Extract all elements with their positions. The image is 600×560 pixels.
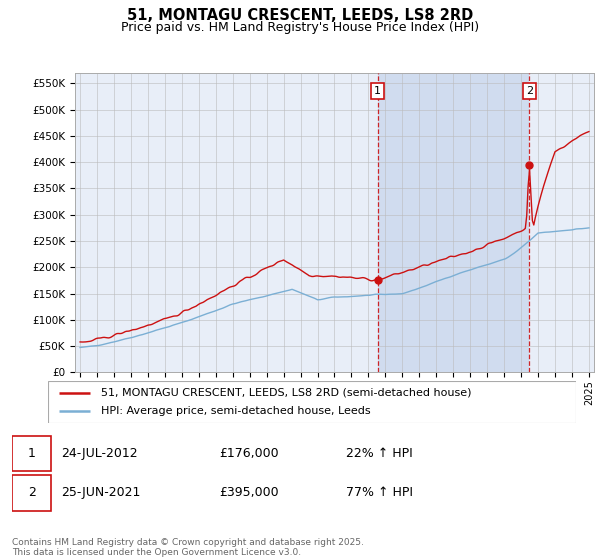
Text: 25-JUN-2021: 25-JUN-2021: [61, 487, 140, 500]
FancyBboxPatch shape: [12, 436, 51, 472]
Text: 2: 2: [28, 487, 35, 500]
Text: 1: 1: [374, 86, 381, 96]
Text: 51, MONTAGU CRESCENT, LEEDS, LS8 2RD: 51, MONTAGU CRESCENT, LEEDS, LS8 2RD: [127, 8, 473, 24]
Text: 51, MONTAGU CRESCENT, LEEDS, LS8 2RD (semi-detached house): 51, MONTAGU CRESCENT, LEEDS, LS8 2RD (se…: [101, 388, 472, 398]
Text: Contains HM Land Registry data © Crown copyright and database right 2025.
This d: Contains HM Land Registry data © Crown c…: [12, 538, 364, 557]
FancyBboxPatch shape: [12, 475, 51, 511]
Text: 22% ↑ HPI: 22% ↑ HPI: [346, 447, 413, 460]
Text: £395,000: £395,000: [220, 487, 279, 500]
Bar: [378, 73, 529, 372]
Text: £176,000: £176,000: [220, 447, 279, 460]
FancyBboxPatch shape: [48, 381, 576, 423]
Text: 77% ↑ HPI: 77% ↑ HPI: [346, 487, 413, 500]
Text: Price paid vs. HM Land Registry's House Price Index (HPI): Price paid vs. HM Land Registry's House …: [121, 21, 479, 34]
Text: 2: 2: [526, 86, 533, 96]
Text: 24-JUL-2012: 24-JUL-2012: [61, 447, 137, 460]
Text: HPI: Average price, semi-detached house, Leeds: HPI: Average price, semi-detached house,…: [101, 406, 370, 416]
Text: 1: 1: [28, 447, 35, 460]
